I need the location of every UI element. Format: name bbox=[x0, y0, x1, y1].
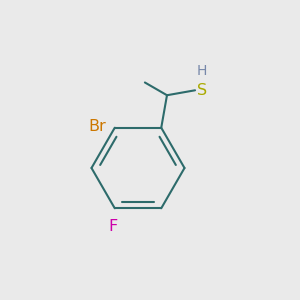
Text: Br: Br bbox=[88, 119, 106, 134]
Text: S: S bbox=[197, 83, 208, 98]
Text: H: H bbox=[197, 64, 207, 78]
Text: F: F bbox=[109, 219, 118, 234]
